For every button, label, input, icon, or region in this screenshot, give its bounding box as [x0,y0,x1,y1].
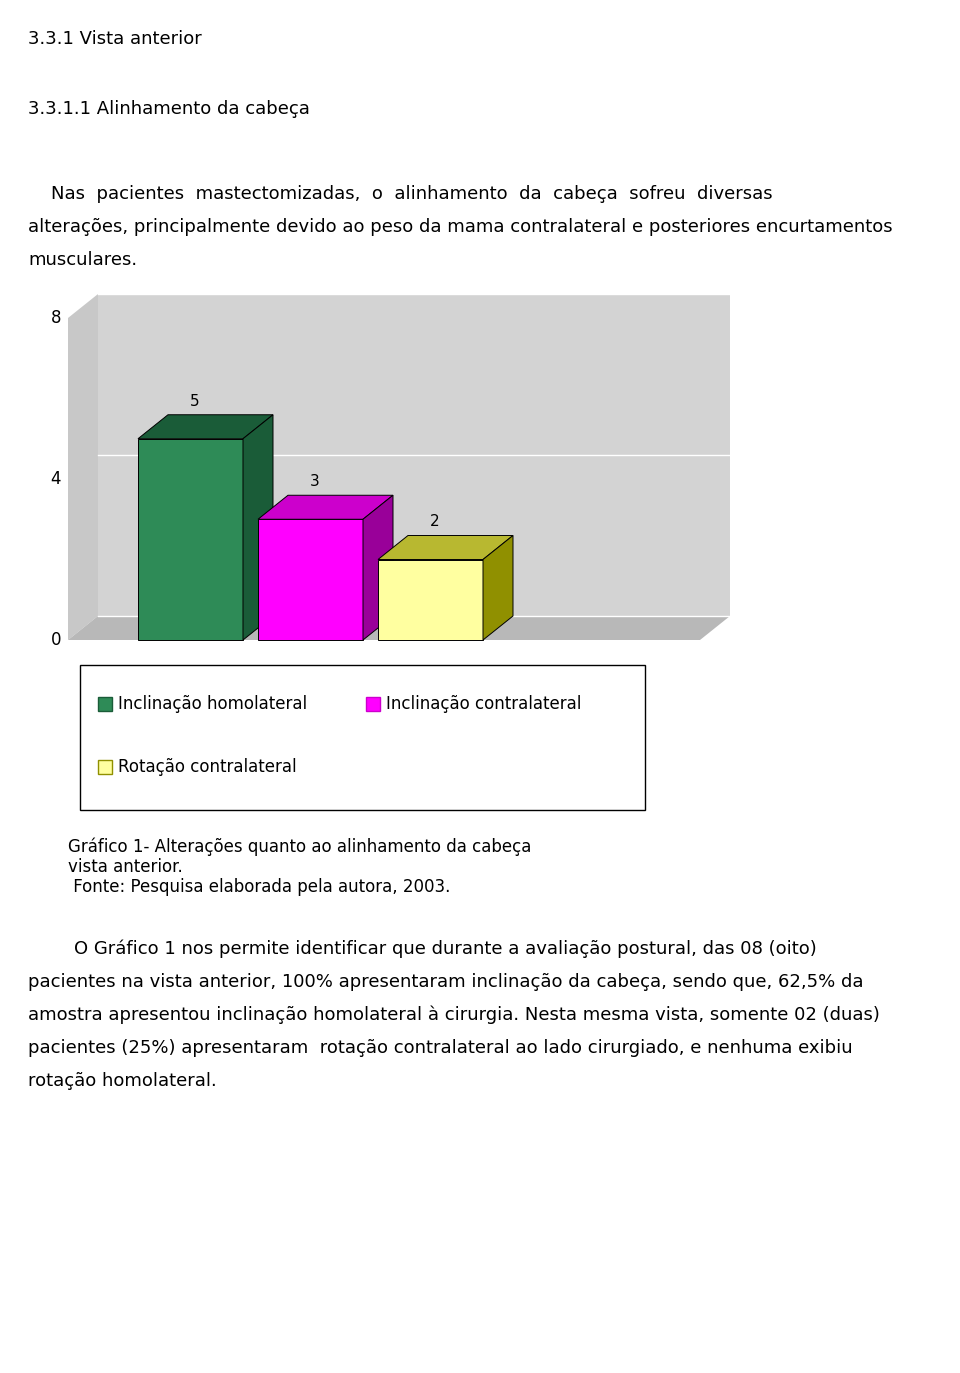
Text: Inclinação contralateral: Inclinação contralateral [386,695,582,713]
Text: 5: 5 [189,394,199,409]
Text: alterações, principalmente devido ao peso da mama contralateral e posteriores en: alterações, principalmente devido ao pes… [28,218,893,236]
Text: musculares.: musculares. [28,251,137,269]
Polygon shape [68,294,98,640]
Text: 2: 2 [429,515,439,530]
Polygon shape [138,415,273,439]
Text: vista anterior.: vista anterior. [68,858,182,876]
Polygon shape [363,496,393,640]
Text: Gráfico 1- Alterações quanto ao alinhamento da cabeça: Gráfico 1- Alterações quanto ao alinhame… [68,838,532,857]
Bar [98,697,112,711]
Polygon shape [98,294,730,616]
Text: 4: 4 [51,470,61,487]
Polygon shape [138,439,243,640]
Text: pacientes na vista anterior, 100% apresentaram inclinação da cabeça, sendo que, : pacientes na vista anterior, 100% aprese… [28,973,863,991]
Text: Nas  pacientes  mastectomizadas,  o  alinhamento  da  cabeça  sofreu  diversas: Nas pacientes mastectomizadas, o alinham… [28,185,773,203]
Bar [98,761,112,774]
Text: 3: 3 [309,474,319,489]
Bar [366,697,380,711]
Text: Fonte: Pesquisa elaborada pela autora, 2003.: Fonte: Pesquisa elaborada pela autora, 2… [68,877,450,897]
Text: 3.3.1 Vista anterior: 3.3.1 Vista anterior [28,30,202,48]
Text: Inclinação homolateral: Inclinação homolateral [118,695,307,713]
Text: Rotação contralateral: Rotação contralateral [118,758,297,776]
Text: amostra apresentou inclinação homolateral à cirurgia. Nesta mesma vista, somente: amostra apresentou inclinação homolatera… [28,1006,880,1024]
Text: 0: 0 [51,632,61,649]
Polygon shape [378,535,513,560]
Polygon shape [258,519,363,640]
Polygon shape [483,535,513,640]
Text: pacientes (25%) apresentaram  rotação contralateral ao lado cirurgiado, e nenhum: pacientes (25%) apresentaram rotação con… [28,1039,852,1057]
Polygon shape [68,616,730,640]
Polygon shape [243,415,273,640]
Text: 3.3.1.1 Alinhamento da cabeça: 3.3.1.1 Alinhamento da cabeça [28,100,310,118]
Polygon shape [258,496,393,519]
Polygon shape [378,560,483,640]
Bar [80,665,645,810]
Text: rotação homolateral.: rotação homolateral. [28,1072,217,1090]
Text: 8: 8 [51,309,61,327]
Text: O Gráfico 1 nos permite identificar que durante a avaliação postural, das 08 (oi: O Gráfico 1 nos permite identificar que … [28,941,817,958]
